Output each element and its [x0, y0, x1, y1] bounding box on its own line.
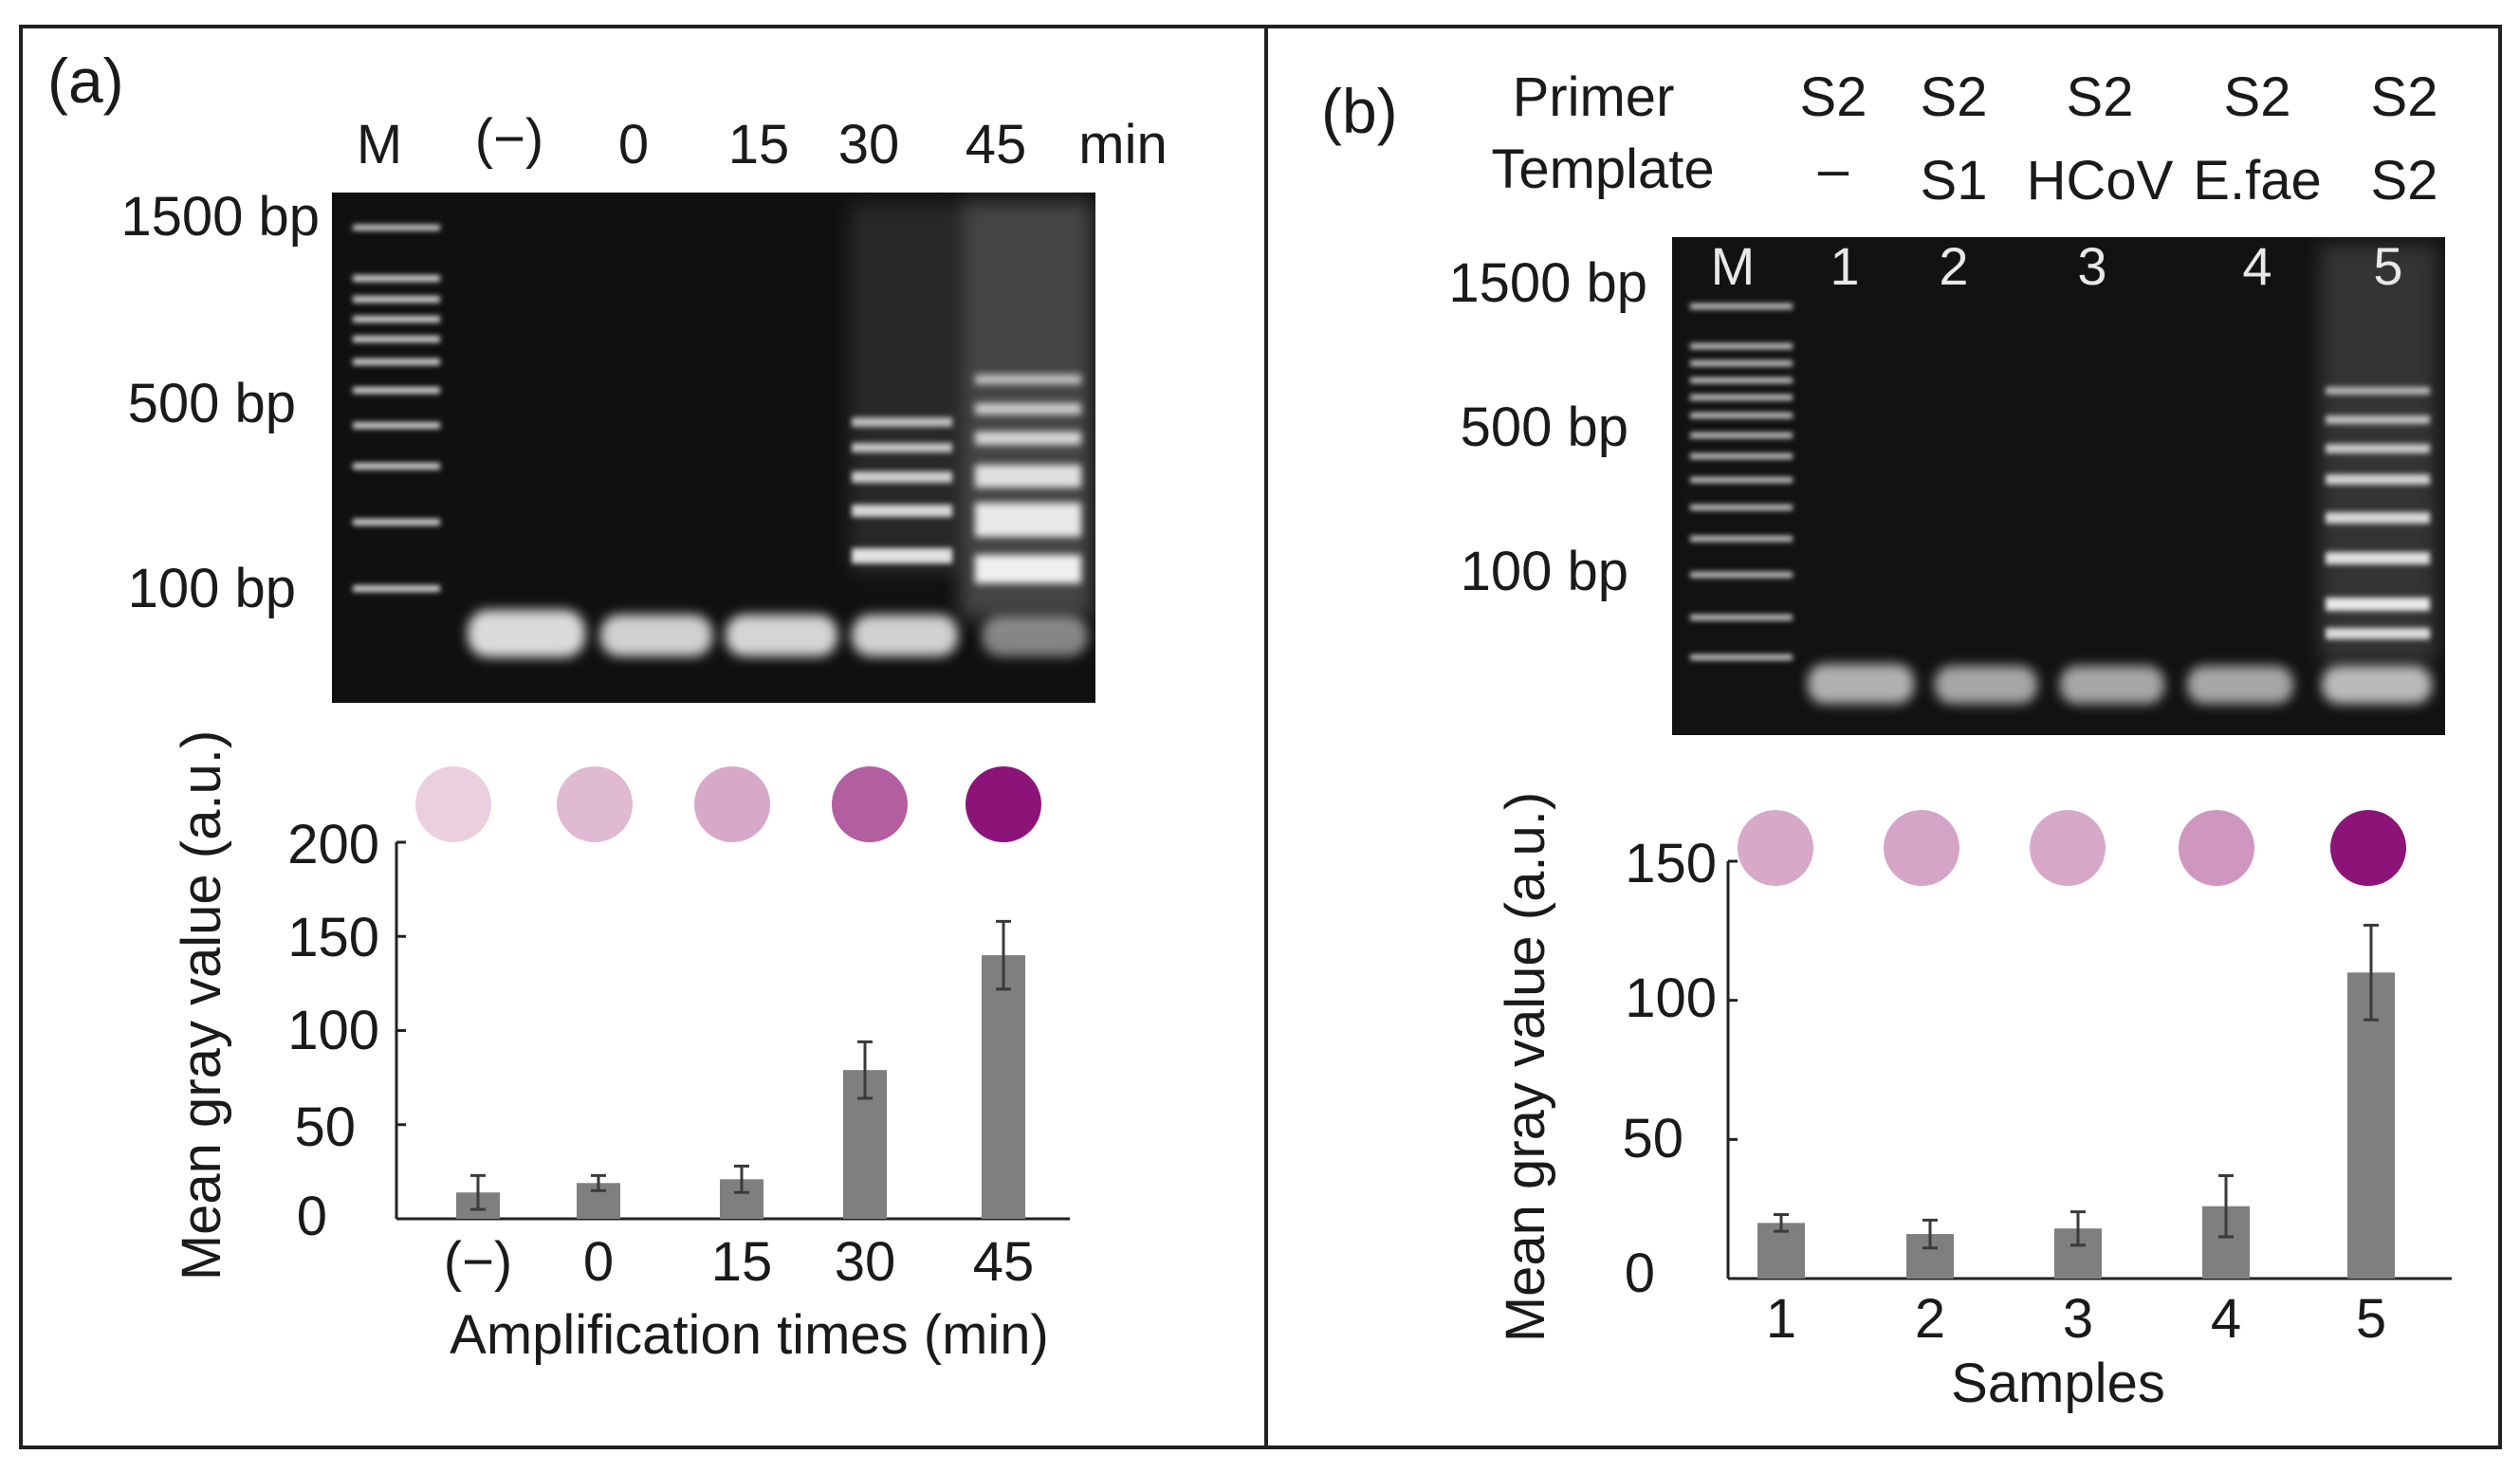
y-tick-label: 0 [297, 1186, 327, 1247]
panel-b-label: (b) [1321, 76, 1398, 146]
primer-dimer-bands-a [468, 610, 1088, 657]
dot-b-1 [1884, 810, 1959, 886]
panel-a-label: (a) [47, 46, 124, 116]
template-cell: HCoV [2027, 150, 2174, 212]
gel-a-lane-label: M [357, 114, 402, 175]
ladder-label: 100 bp [128, 558, 296, 619]
amplification-bands-30min [850, 204, 956, 574]
primer-template-table: Primer Template S2 S2 S2 S2 S2 – S1 HCoV… [1491, 66, 2437, 212]
primer-cell: S2 [1800, 66, 1867, 128]
gel-b-ladder-labels: 1500 bp 500 bp 100 bp [1448, 252, 1647, 602]
gel-a-lane-label: 45 [966, 114, 1027, 175]
primer-cell: S2 [2371, 66, 2438, 128]
x-tick-label: 3 [2063, 1288, 2093, 1350]
chart-a-xlabel: Amplification times (min) [450, 1304, 1049, 1366]
dot-a-3 [832, 766, 908, 842]
dot-b-3 [2179, 810, 2254, 886]
dot-a-0 [415, 766, 491, 842]
colorimetric-dots-a [415, 766, 1041, 842]
ladder-bands-a [353, 225, 440, 592]
chart-a-xticks: (−) 0 15 30 45 [444, 1231, 1035, 1293]
template-cell: S1 [1921, 150, 1988, 212]
gel-a-lane-labels: M (−) 0 15 30 45 min [357, 108, 1168, 175]
panel-b: (b) Primer Template S2 S2 S2 S2 S2 – S1 … [1321, 66, 2452, 1414]
dot-b-2 [2030, 810, 2106, 886]
bar [2347, 972, 2395, 1279]
x-tick-label: 30 [835, 1231, 896, 1293]
gel-a-unit: min [1078, 114, 1167, 175]
dot-b-4 [2330, 810, 2406, 886]
gel-b-lane-labels: M 1 2 3 4 5 [1711, 236, 2403, 296]
primer-row-label: Primer [1513, 66, 1675, 128]
primer-cell: S2 [1921, 66, 1988, 128]
gel-image-a [332, 193, 1095, 703]
y-tick-label: 50 [1622, 1108, 1683, 1169]
bar-chart-a: 0 50 100 150 200 (−) 0 15 30 45 Amplific… [171, 730, 1070, 1366]
chart-b-xticks: 1 2 3 4 5 [1766, 1288, 2386, 1350]
amplification-bands-b5 [2320, 245, 2437, 662]
ladder-label: 500 bp [128, 373, 296, 434]
x-tick-label: 5 [2356, 1288, 2386, 1350]
dot-a-1 [557, 766, 633, 842]
y-tick-label: 100 [287, 1000, 379, 1061]
gel-b-lane-label: 4 [2242, 236, 2272, 296]
primer-dimer-bands-b [1808, 664, 2432, 704]
dot-a-4 [966, 766, 1041, 842]
y-tick-label: 150 [1625, 833, 1717, 894]
chart-a-yticks: 0 50 100 150 200 [287, 814, 379, 1247]
bar-chart-b: 0 50 100 150 1 2 3 4 5 Samples Mean gray… [1495, 792, 2452, 1414]
x-tick-label: (−) [444, 1231, 513, 1293]
bar [982, 955, 1025, 1219]
ladder-label: 1500 bp [1448, 252, 1647, 314]
template-row-label: Template [1491, 138, 1714, 200]
y-tick-label: 200 [287, 814, 379, 875]
gel-b-lane-label: M [1711, 236, 1756, 296]
y-tick-label: 150 [287, 907, 379, 968]
gel-b-lane-label: 5 [2373, 236, 2402, 296]
ladder-label: 500 bp [1461, 396, 1628, 458]
gel-a-lane-label: 15 [728, 114, 790, 175]
chart-b-yticks: 0 50 100 150 [1622, 833, 1717, 1304]
gel-b-lane-label: 2 [1939, 236, 1968, 296]
panel-a: (a) M (−) 0 15 30 45 min 1500 bp 500 bp … [47, 46, 1168, 1366]
x-tick-label: 1 [1766, 1288, 1796, 1350]
dot-a-2 [694, 766, 770, 842]
ladder-label: 100 bp [1461, 541, 1628, 602]
template-cell: – [1818, 138, 1849, 200]
gel-image-b: M 1 2 3 4 5 [1672, 236, 2445, 735]
gel-b-lane-label: 1 [1830, 236, 1859, 296]
template-cell: E.fae [2193, 150, 2321, 212]
gel-b-lane-label: 3 [2077, 236, 2106, 296]
primer-cell: S2 [2224, 66, 2291, 128]
x-tick-label: 45 [973, 1231, 1035, 1293]
x-tick-label: 4 [2211, 1288, 2241, 1350]
gel-a-lane-label: 30 [838, 114, 900, 175]
chart-b-xlabel: Samples [1951, 1353, 2165, 1414]
y-tick-label: 100 [1625, 967, 1717, 1029]
gel-a-ladder-labels: 1500 bp 500 bp 100 bp [120, 186, 320, 619]
gel-a-lane-label: 0 [618, 114, 649, 175]
template-cell: S2 [2371, 150, 2438, 212]
chart-a-ylabel: Mean gray value (a.u.) [171, 730, 232, 1280]
dot-b-0 [1738, 810, 1813, 886]
chart-b-ylabel: Mean gray value (a.u.) [1495, 792, 1556, 1342]
y-tick-label: 0 [1625, 1243, 1655, 1304]
colorimetric-dots-b [1738, 810, 2406, 886]
primer-cell: S2 [2067, 66, 2134, 128]
x-tick-label: 15 [711, 1231, 773, 1293]
gel-a-lane-label: (−) [475, 108, 544, 170]
x-tick-label: 2 [1915, 1288, 1945, 1350]
amplification-bands-45min [960, 201, 1093, 618]
y-tick-label: 50 [294, 1096, 356, 1158]
x-tick-label: 0 [583, 1231, 614, 1293]
ladder-bands-b [1690, 304, 1793, 660]
ladder-label: 1500 bp [120, 186, 320, 248]
